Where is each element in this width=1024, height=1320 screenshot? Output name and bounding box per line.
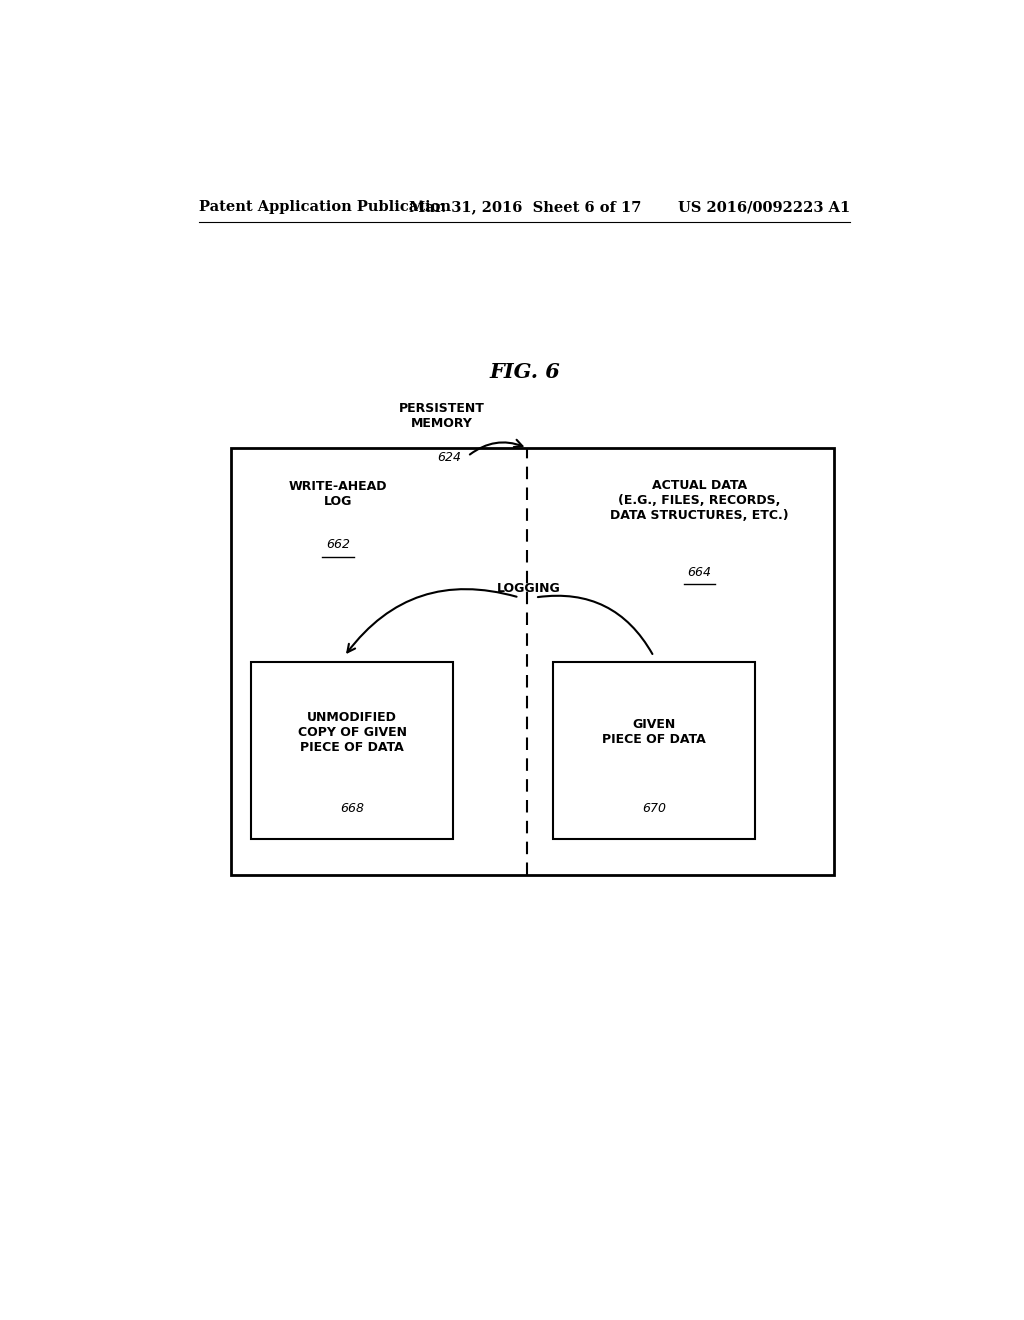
Text: WRITE-AHEAD
LOG: WRITE-AHEAD LOG <box>289 479 387 508</box>
Bar <box>231 447 835 875</box>
Text: UNMODIFIED
COPY OF GIVEN
PIECE OF DATA: UNMODIFIED COPY OF GIVEN PIECE OF DATA <box>298 710 407 754</box>
Text: 670: 670 <box>642 803 666 816</box>
Text: Mar. 31, 2016  Sheet 6 of 17: Mar. 31, 2016 Sheet 6 of 17 <box>409 201 641 214</box>
Text: ACTUAL DATA
(E.G., FILES, RECORDS,
DATA STRUCTURES, ETC.): ACTUAL DATA (E.G., FILES, RECORDS, DATA … <box>610 479 788 523</box>
Text: Patent Application Publication: Patent Application Publication <box>200 201 452 214</box>
Bar <box>251 661 454 840</box>
Text: FIG. 6: FIG. 6 <box>489 362 560 381</box>
Text: 668: 668 <box>340 803 365 816</box>
Text: LOGGING: LOGGING <box>497 582 561 595</box>
Text: PERSISTENT
MEMORY: PERSISTENT MEMORY <box>398 403 484 430</box>
Text: 624: 624 <box>437 451 462 465</box>
Bar <box>553 661 755 840</box>
Text: 664: 664 <box>687 565 712 578</box>
Text: US 2016/0092223 A1: US 2016/0092223 A1 <box>678 201 850 214</box>
Text: 662: 662 <box>327 539 350 552</box>
Text: GIVEN
PIECE OF DATA: GIVEN PIECE OF DATA <box>602 718 706 746</box>
